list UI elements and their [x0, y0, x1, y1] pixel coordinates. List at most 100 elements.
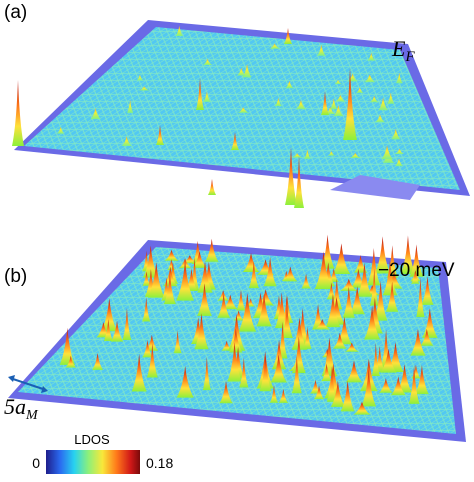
peak [136, 74, 144, 81]
peak [110, 320, 124, 342]
peak [278, 388, 289, 403]
peak [367, 52, 376, 61]
peak [313, 385, 325, 400]
peaks [12, 25, 405, 208]
peak [321, 91, 329, 115]
peak [138, 86, 150, 91]
peak [208, 179, 216, 195]
peak [284, 28, 292, 44]
peak [375, 236, 391, 274]
peak [270, 354, 287, 383]
peak [379, 378, 393, 393]
peak [127, 99, 134, 113]
peak [387, 92, 395, 104]
peak [194, 313, 209, 350]
peak [219, 380, 233, 404]
peak [316, 44, 326, 56]
peak [369, 95, 379, 103]
peak [92, 353, 104, 370]
peak [371, 342, 380, 376]
peak [291, 336, 306, 374]
peak [327, 151, 336, 156]
peak [333, 332, 347, 349]
peak [242, 64, 252, 78]
peak [395, 72, 403, 84]
scale-label-sub: M [25, 408, 39, 423]
peak [361, 369, 377, 407]
peak [390, 376, 406, 396]
peak [142, 245, 159, 278]
peak [238, 292, 257, 332]
peak [197, 261, 213, 293]
peak [147, 262, 165, 298]
peak [239, 357, 249, 388]
peak [380, 348, 397, 373]
peak [321, 363, 332, 381]
peak [256, 293, 272, 327]
peak [101, 298, 118, 332]
peak [121, 136, 132, 146]
peak [421, 276, 434, 305]
peak [303, 149, 311, 159]
annotation: −20 meV [378, 260, 455, 281]
peak [12, 80, 24, 146]
peak [236, 289, 246, 311]
peak [334, 79, 342, 84]
peak [268, 43, 281, 49]
peak [333, 105, 344, 117]
peak [164, 249, 179, 261]
peak [345, 360, 363, 383]
peak [408, 365, 420, 404]
peak [242, 253, 260, 272]
peak [196, 78, 204, 110]
peak [271, 339, 287, 370]
peak [415, 365, 429, 395]
peak [202, 356, 211, 391]
peak [233, 310, 244, 321]
peak [382, 260, 398, 296]
peak [295, 100, 306, 110]
peak [411, 270, 420, 284]
peak [59, 327, 76, 365]
peak [421, 308, 438, 338]
peak [363, 306, 381, 340]
panel-label: (b) [4, 266, 27, 287]
peak [237, 67, 246, 76]
peak [156, 125, 164, 145]
peak [237, 107, 250, 113]
peak [90, 108, 101, 120]
peak [173, 330, 182, 354]
colorbar-ticks: 0 0.18 [32, 455, 173, 471]
peak [227, 313, 246, 351]
peak [381, 145, 393, 160]
peak [314, 251, 333, 290]
peak [400, 235, 416, 275]
peak [259, 355, 272, 392]
peak [367, 247, 381, 286]
peak [409, 244, 424, 277]
peak [355, 87, 364, 93]
peak [175, 25, 183, 36]
peak [369, 268, 379, 306]
peak [349, 286, 365, 315]
notch [330, 175, 420, 200]
peak [342, 286, 355, 318]
peak [217, 293, 231, 318]
peak [396, 364, 413, 393]
peak [263, 257, 277, 287]
peak [248, 261, 259, 289]
scale-bar [9, 377, 47, 391]
peak [357, 262, 372, 297]
peak [375, 114, 385, 123]
peak [146, 343, 158, 378]
peak [301, 273, 311, 289]
scale-label: 5aM [4, 394, 39, 423]
peak [291, 317, 308, 350]
colorbar-tick-label: 0.18 [146, 455, 173, 471]
peak [331, 278, 343, 310]
annotation-sub: F [404, 49, 415, 65]
peak [416, 277, 425, 318]
peak [274, 97, 282, 107]
peak [330, 380, 345, 407]
peak [204, 238, 219, 262]
